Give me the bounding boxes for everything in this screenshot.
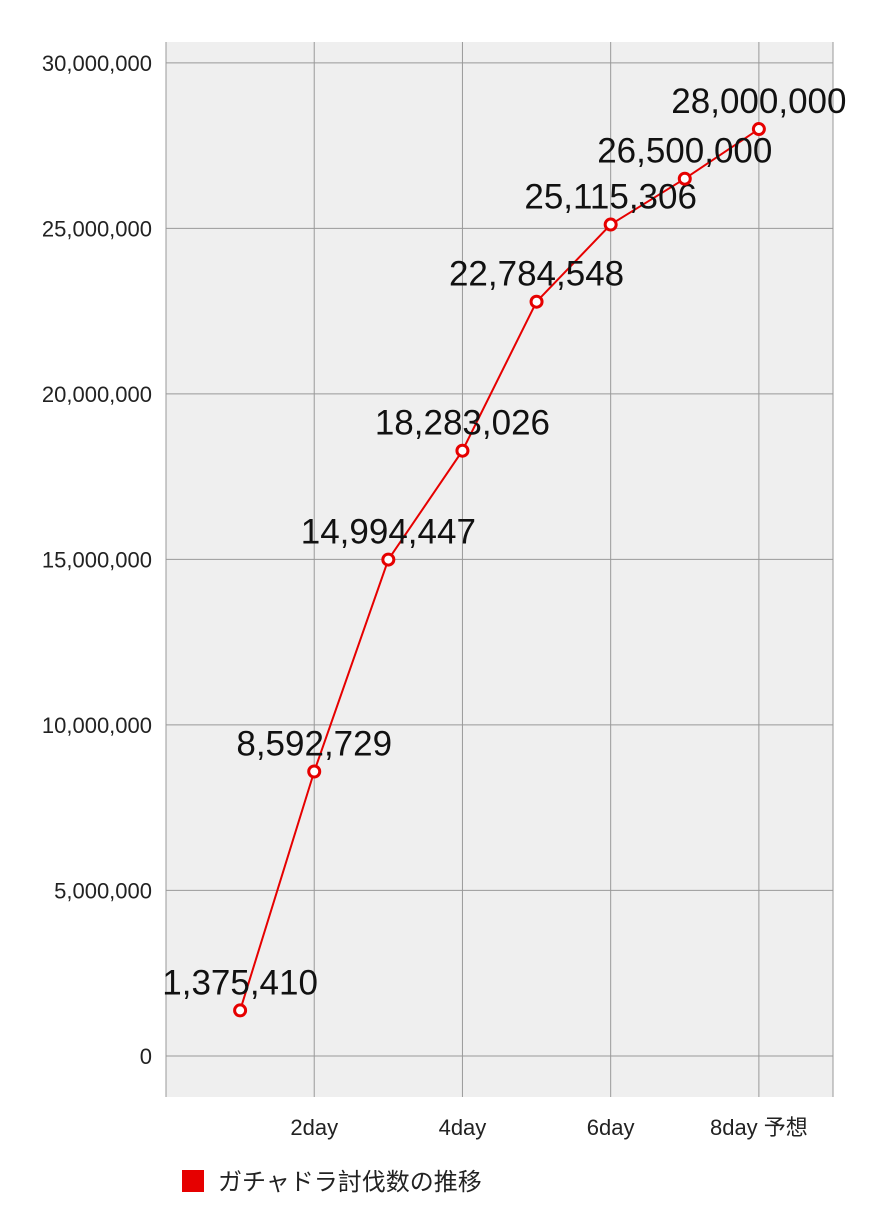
y-tick-label: 0 bbox=[140, 1044, 152, 1069]
line bbox=[239, 128, 760, 1011]
plot-area bbox=[166, 42, 833, 1097]
point bbox=[529, 294, 544, 309]
value-label: 26,500,000 bbox=[597, 132, 772, 171]
point bbox=[677, 171, 692, 186]
value-label: 25,115,306 bbox=[524, 178, 697, 217]
y-tick-label: 25,000,000 bbox=[42, 216, 152, 241]
value-label: 1,375,410 bbox=[162, 963, 318, 1002]
y-tick-label: 10,000,000 bbox=[42, 713, 152, 738]
value-label: 8,592,729 bbox=[236, 725, 392, 764]
x-tick-label: 4day bbox=[439, 1115, 487, 1140]
x-tick-label: 2day bbox=[290, 1115, 338, 1140]
point bbox=[381, 552, 396, 567]
legend-label: ガチャドラ討伐数の推移 bbox=[218, 1169, 482, 1196]
point bbox=[751, 122, 766, 137]
y-tick-label: 5,000,000 bbox=[54, 878, 152, 903]
point bbox=[307, 764, 322, 779]
y-tick-label: 20,000,000 bbox=[42, 382, 152, 407]
point bbox=[233, 1003, 248, 1018]
value-label: 22,784,548 bbox=[449, 255, 624, 294]
point bbox=[455, 443, 470, 458]
y-tick-label: 15,000,000 bbox=[42, 547, 152, 572]
point bbox=[603, 217, 618, 232]
value-label: 18,283,026 bbox=[375, 404, 550, 443]
value-label: 14,994,447 bbox=[301, 513, 476, 552]
x-tick-label: 8day 予想 bbox=[710, 1115, 808, 1140]
x-tick-label: 6day bbox=[587, 1115, 635, 1140]
value-label: 28,000,000 bbox=[671, 82, 846, 121]
legend-swatch bbox=[182, 1170, 204, 1192]
y-tick-label: 30,000,000 bbox=[42, 51, 152, 76]
